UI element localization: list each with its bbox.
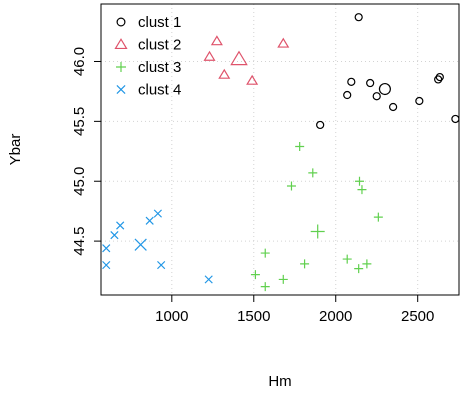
clust-1-point: [372, 92, 381, 101]
clust-4-point: [204, 275, 213, 284]
clust-1-point: [354, 13, 363, 22]
clust-4-point: [157, 260, 166, 270]
legend-label-clust-2: clust 2: [138, 37, 181, 54]
clust-1-center-point: [378, 82, 391, 96]
clust-1-point: [451, 114, 460, 124]
clust-4-point: [153, 209, 162, 218]
x-axis: 1000 1500 2000 2500: [155, 295, 434, 325]
clust-3-point: [295, 142, 305, 152]
legend-symbol-clust-3: [116, 62, 126, 72]
clust-1-point: [366, 78, 375, 88]
legend-symbol-clust-2: [114, 38, 128, 50]
legend: clust 1 clust 2 clust 3 clust 4: [114, 14, 181, 99]
clust-2-point: [218, 68, 231, 79]
legend-label-clust-4: clust 4: [138, 82, 181, 99]
y-tick-label: 46.0: [71, 47, 88, 76]
clust-1-point: [435, 72, 444, 82]
x-tick-label: 2500: [401, 308, 434, 325]
clust-3-point: [373, 212, 383, 222]
clust-3-point: [355, 176, 365, 186]
legend-label-clust-3: clust 3: [138, 59, 181, 76]
clust-1-point: [434, 75, 443, 84]
x-axis-label: Hm: [268, 373, 291, 390]
legend-label-clust-1: clust 1: [138, 14, 181, 31]
clust-4-point: [102, 260, 111, 270]
clust-2-point: [203, 50, 216, 61]
clust-3-point: [250, 270, 260, 280]
clust-3-point: [308, 168, 318, 178]
y-tick-label: 45.5: [71, 107, 88, 136]
x-tick-label: 1000: [155, 308, 188, 325]
y-tick-label: 45.0: [71, 167, 88, 196]
clust-3-point: [260, 248, 270, 258]
y-axis: 44.5 45.0 45.5 46.0: [71, 47, 101, 256]
clust-1-point: [316, 120, 325, 130]
y-axis-label: Ybar: [7, 134, 24, 166]
clust-3-point: [300, 259, 310, 269]
clust-3-center-point: [310, 224, 325, 239]
clust-1-point: [343, 90, 352, 100]
clust-4-point: [116, 221, 125, 230]
clust-1-point: [388, 102, 398, 112]
x-tick-label: 2000: [319, 308, 352, 325]
clust-2-center-point: [230, 50, 248, 66]
legend-symbol-clust-1: [116, 17, 126, 27]
data-points: [102, 13, 460, 292]
clust-4-point: [145, 216, 154, 225]
clust-3-point: [260, 282, 270, 292]
clust-2-point: [277, 37, 290, 48]
y-tick-label: 44.5: [71, 227, 88, 256]
clust-3-point: [342, 254, 352, 264]
clust-1-point: [347, 77, 356, 86]
x-tick-label: 1500: [237, 308, 270, 325]
clust-3-point: [362, 259, 372, 269]
clust-3-point: [278, 274, 288, 284]
clust-2-point: [210, 35, 223, 46]
plot-frame: [100, 3, 460, 296]
clust-3-point: [357, 185, 367, 195]
clust-3-point: [354, 264, 364, 274]
clust-2-point: [246, 74, 259, 85]
clust-4-point: [102, 244, 111, 253]
clust-3-point: [286, 181, 296, 191]
clust-4-center-point: [134, 238, 147, 251]
grid-lines: [101, 4, 459, 295]
legend-symbol-clust-4: [116, 84, 126, 95]
clust-1-point: [415, 96, 424, 106]
clust-4-point: [110, 231, 119, 240]
